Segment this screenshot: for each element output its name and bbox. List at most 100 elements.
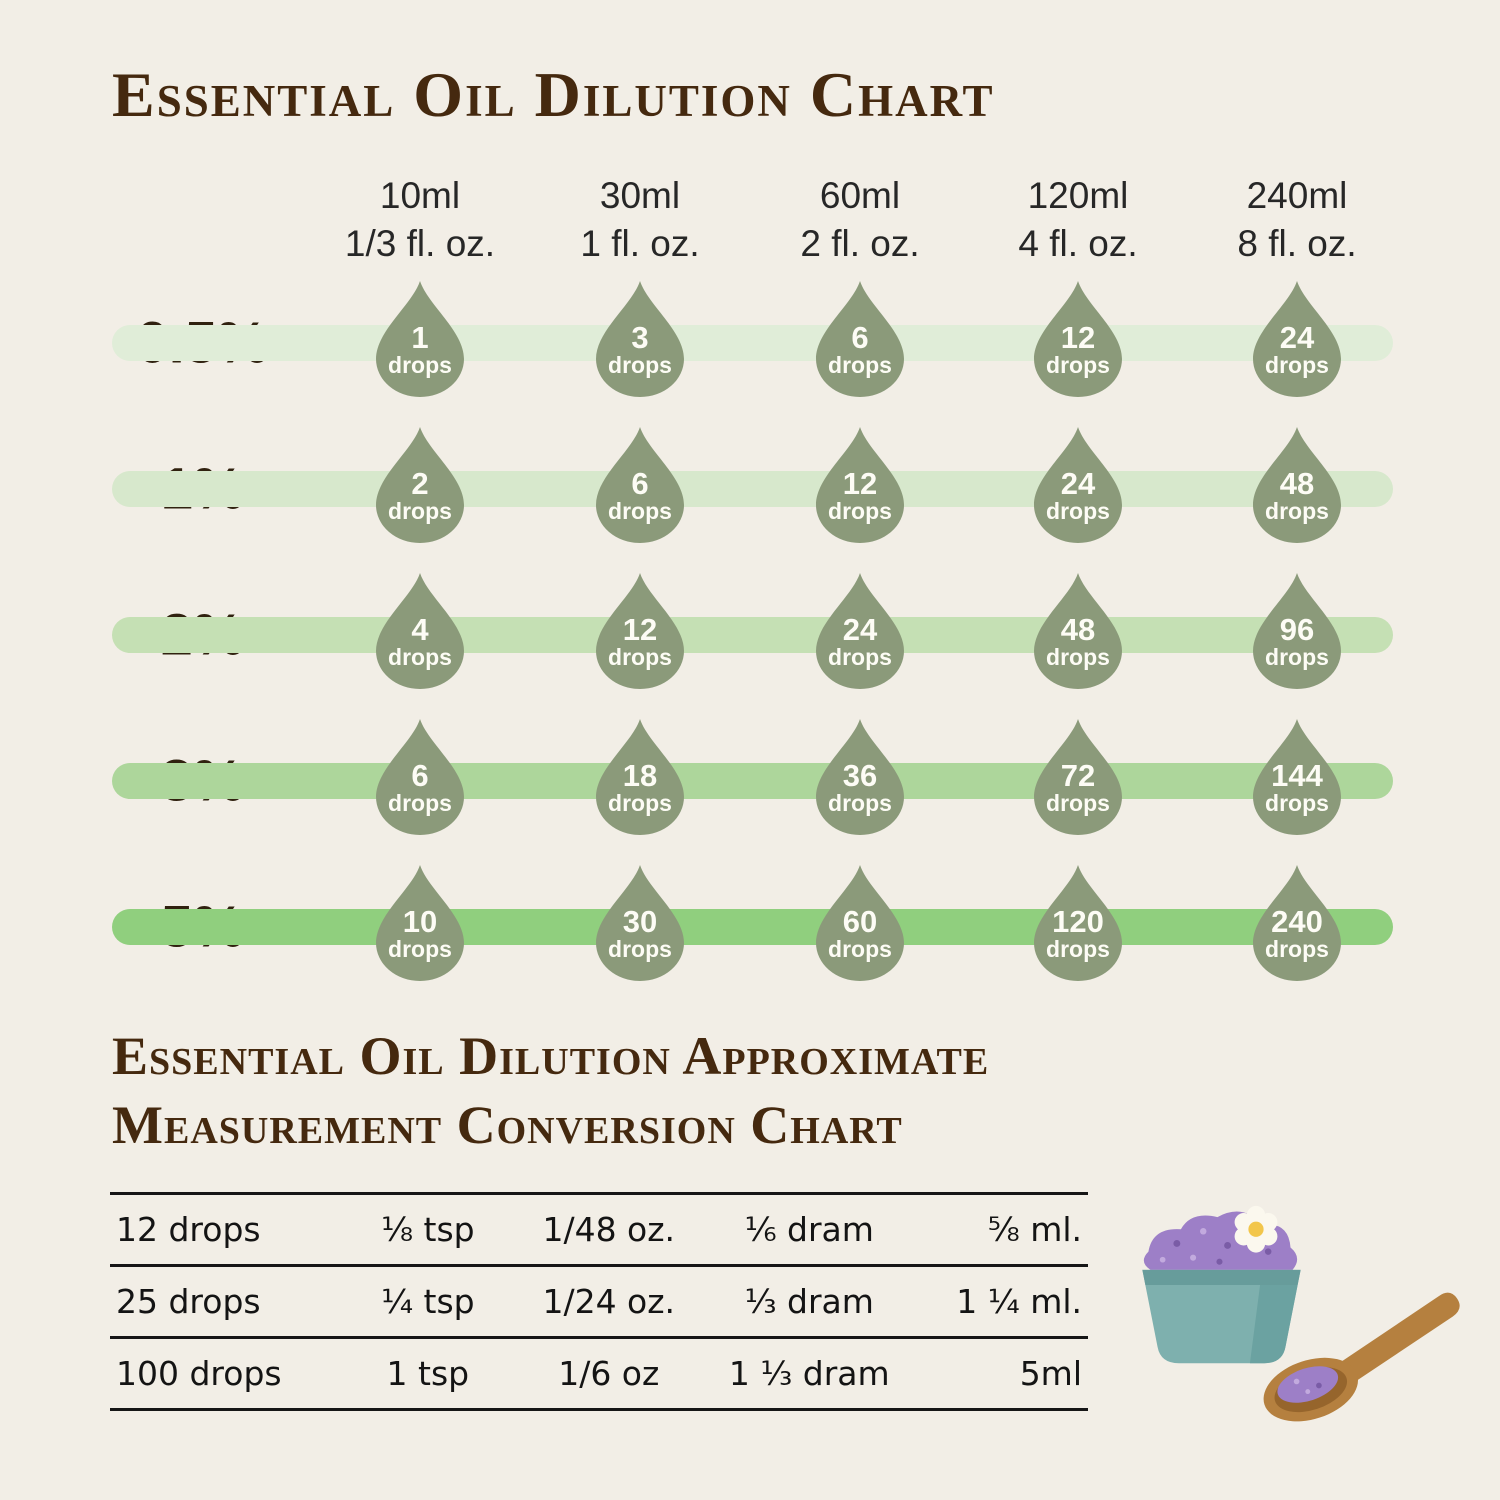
dilution-drop: 12 drops <box>588 570 692 692</box>
conversion-cell-oz: 1/6 oz <box>510 1336 707 1411</box>
conversion-title-line2: Measurement Conversion Chart <box>112 1095 903 1156</box>
conversion-title-line1: Essential Oil Dilution Approximate <box>112 1026 990 1086</box>
bath-salts-illustration <box>1142 1205 1460 1422</box>
bowl-icon <box>1142 1269 1301 1364</box>
drop-count: 96 <box>1279 612 1315 647</box>
drop-count: 72 <box>1060 758 1096 793</box>
drop-unit-label: drops <box>388 936 452 963</box>
drop-icon <box>376 573 464 689</box>
dilution-drop: 4 drops <box>368 570 472 692</box>
dilution-drop: 240 drops <box>1245 862 1349 984</box>
conversion-cell-dram: 1 ⅓ dram <box>706 1336 912 1411</box>
conversion-cell-tsp: ¼ tsp <box>344 1264 511 1338</box>
drop-icon <box>1253 865 1341 981</box>
drop-count: 36 <box>842 758 878 793</box>
drop-icon <box>1034 281 1122 397</box>
conversion-cell-oz: 1/24 oz. <box>510 1264 707 1338</box>
drop-count: 12 <box>1060 320 1096 355</box>
drop-icon <box>816 573 904 689</box>
drop-unit-label: drops <box>1046 936 1110 963</box>
dilution-drop: 6 drops <box>808 278 912 400</box>
drop-count: 4 <box>411 612 429 647</box>
drop-icon <box>596 281 684 397</box>
drop-count: 12 <box>622 612 658 647</box>
dilution-bar <box>112 471 1393 507</box>
conversion-cell-dram: ⅓ dram <box>706 1264 912 1338</box>
column-volume-ml: 240ml <box>1246 175 1348 216</box>
conversion-chart-title: Essential Oil Dilution Approximate Measu… <box>112 1022 989 1160</box>
dilution-drop: 10 drops <box>368 862 472 984</box>
conversion-row: 100 drops 1 tsp 1/6 oz 1 ⅓ dram 5ml <box>110 1336 1088 1411</box>
drop-icon <box>1034 865 1122 981</box>
drop-unit-label: drops <box>388 498 452 525</box>
drop-unit-label: drops <box>1265 352 1329 379</box>
column-headers: 10ml 1/3 fl. oz. 30ml 1 fl. oz. 60ml 2 fl. … <box>0 172 1500 268</box>
column-volume-oz: 4 fl. oz. <box>1018 223 1138 265</box>
conversion-cell-dram: ⅙ dram <box>706 1192 912 1266</box>
conversion-cell-ml: 1 ¼ ml. <box>911 1264 1088 1338</box>
drop-count: 18 <box>622 758 658 793</box>
drop-icon <box>376 281 464 397</box>
drop-icon <box>1253 719 1341 835</box>
dilution-drop: 3 drops <box>588 278 692 400</box>
drop-icon <box>1253 281 1341 397</box>
drop-unit-label: drops <box>1046 352 1110 379</box>
column-volume-ml: 60ml <box>819 175 901 216</box>
column-volume-ml: 120ml <box>1027 175 1129 216</box>
dilution-drop: 1 drops <box>368 278 472 400</box>
drop-count: 2 <box>411 466 429 501</box>
drop-unit-label: drops <box>1046 644 1110 671</box>
dilution-bar <box>112 325 1393 361</box>
conversion-cell-drops: 25 drops <box>110 1264 345 1338</box>
dilution-drop: 24 drops <box>808 570 912 692</box>
drop-unit-label: drops <box>388 644 452 671</box>
dilution-drop: 2 drops <box>368 424 472 546</box>
drop-icon <box>1034 719 1122 835</box>
drop-icon <box>376 865 464 981</box>
drop-unit-label: drops <box>388 352 452 379</box>
column-volume-oz: 1 fl. oz. <box>580 223 700 265</box>
conversion-cell-drops: 100 drops <box>110 1336 345 1411</box>
conversion-cell-ml: 5ml <box>911 1336 1088 1411</box>
dilution-drop: 6 drops <box>588 424 692 546</box>
dilution-drop: 12 drops <box>1026 278 1130 400</box>
drop-unit-label: drops <box>828 498 892 525</box>
spoon-icon <box>1263 1292 1460 1422</box>
column-volume-oz: 2 fl. oz. <box>800 223 920 265</box>
drop-count: 240 <box>1271 904 1323 939</box>
drop-icon <box>1253 573 1341 689</box>
drop-unit-label: drops <box>1265 790 1329 817</box>
conversion-row: 25 drops ¼ tsp 1/24 oz. ⅓ dram 1 ¼ ml. <box>110 1264 1088 1338</box>
drop-count: 10 <box>402 904 438 939</box>
drop-icon <box>816 427 904 543</box>
dilution-bar <box>112 909 1393 945</box>
drop-count: 6 <box>631 466 649 501</box>
drop-unit-label: drops <box>608 352 672 379</box>
drop-icon <box>1034 427 1122 543</box>
dilution-drop: 30 drops <box>588 862 692 984</box>
column-header-240ml: 240ml 8 fl. oz. <box>1177 172 1417 268</box>
dilution-drop: 60 drops <box>808 862 912 984</box>
dilution-drop: 120 drops <box>1026 862 1130 984</box>
drop-count: 60 <box>842 904 878 939</box>
page-title: Essential Oil Dilution Chart <box>112 59 995 130</box>
drop-count: 6 <box>411 758 429 793</box>
drop-count: 30 <box>622 904 658 939</box>
drop-icon <box>596 573 684 689</box>
drop-count: 120 <box>1052 904 1104 939</box>
column-header-10ml: 10ml 1/3 fl. oz. <box>300 172 540 268</box>
drop-unit-label: drops <box>828 644 892 671</box>
drop-icon <box>596 427 684 543</box>
drop-icon <box>1253 427 1341 543</box>
drop-unit-label: drops <box>828 936 892 963</box>
dilution-drop: 24 drops <box>1245 278 1349 400</box>
dilution-drop: 6 drops <box>368 716 472 838</box>
conversion-cell-drops: 12 drops <box>110 1192 345 1266</box>
drop-count: 24 <box>1279 320 1315 355</box>
drop-unit-label: drops <box>608 790 672 817</box>
column-header-30ml: 30ml 1 fl. oz. <box>520 172 760 268</box>
